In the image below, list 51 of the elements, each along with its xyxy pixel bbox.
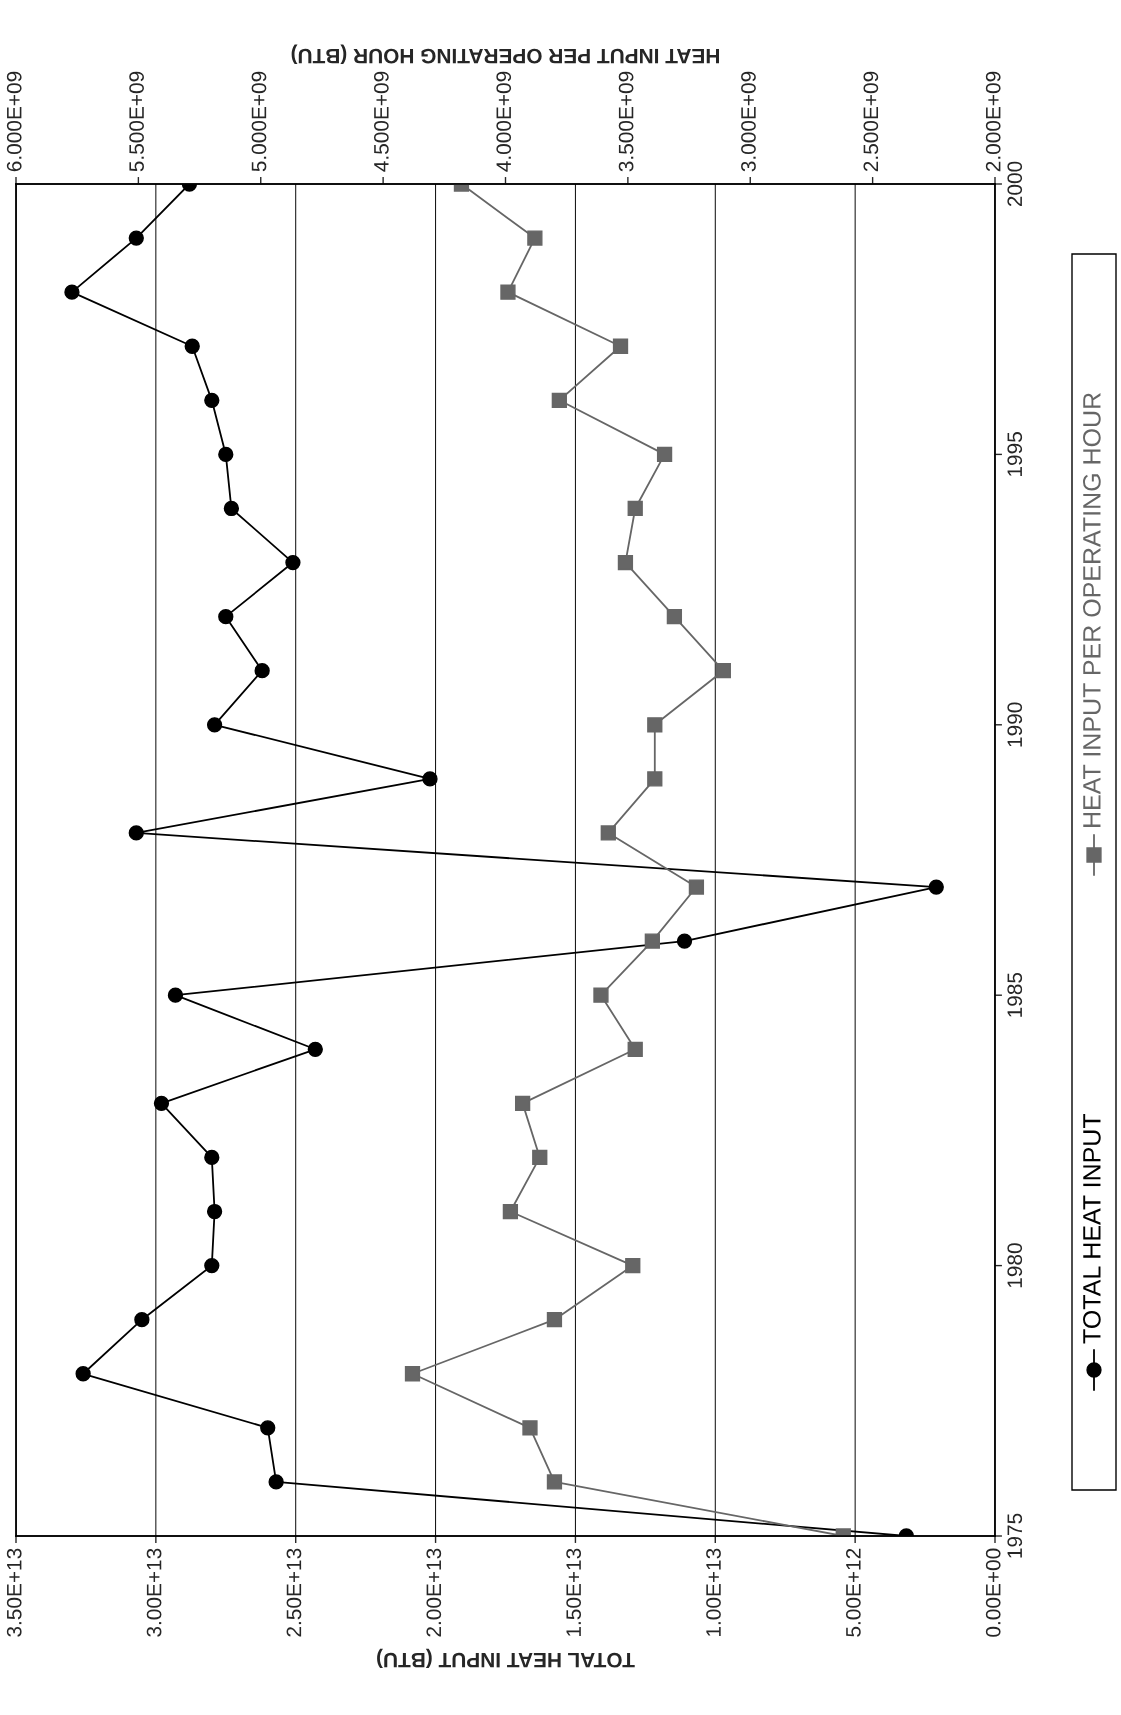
x2-tick-label: 2.000E+09 bbox=[985, 71, 1001, 172]
point bbox=[307, 1041, 323, 1057]
point bbox=[134, 1312, 150, 1328]
point bbox=[206, 717, 223, 733]
x2-tick-label: 4.000E+09 bbox=[496, 71, 512, 172]
x2-tick-label: 3.000E+09 bbox=[741, 71, 756, 172]
point bbox=[928, 879, 944, 895]
point bbox=[204, 392, 220, 408]
point bbox=[422, 771, 438, 787]
point bbox=[75, 1366, 91, 1382]
point bbox=[204, 1257, 220, 1274]
point bbox=[128, 825, 144, 841]
text: HEAT INPUT PER OPERATING HOUR bbox=[1083, 393, 1101, 827]
x-axis-title: TOTAL HEAT INPUT (BTU) bbox=[377, 1648, 635, 1669]
point bbox=[268, 1474, 284, 1490]
point bbox=[128, 230, 144, 246]
point bbox=[676, 933, 693, 949]
point bbox=[167, 987, 184, 1003]
point bbox=[206, 1203, 223, 1220]
point bbox=[204, 1149, 220, 1166]
y-tick-label: 1995 bbox=[1007, 432, 1023, 476]
point bbox=[218, 446, 234, 463]
x2-tick-label: 5.500E+09 bbox=[129, 71, 144, 172]
y-tick-label: 1975 bbox=[1007, 1513, 1023, 1558]
y-tick-label: 1985 bbox=[1007, 972, 1023, 1017]
x2-tick-label: 6.000E+09 bbox=[6, 71, 22, 172]
x2-tick-label: 5.000E+09 bbox=[251, 71, 267, 172]
y-tick-label: 1990 bbox=[1007, 702, 1023, 747]
point bbox=[184, 338, 200, 354]
x-tick-label: 0.00E+00 bbox=[985, 1548, 1001, 1637]
y-tick-label: 2000 bbox=[1007, 161, 1023, 207]
point bbox=[218, 609, 234, 625]
point bbox=[254, 663, 270, 679]
y-tick-label: 1980 bbox=[1007, 1243, 1023, 1288]
point bbox=[285, 554, 301, 571]
x-tick-label: 5.00E+12 bbox=[845, 1548, 861, 1637]
x-tick-label: 3.00E+13 bbox=[146, 1548, 162, 1637]
x-tick-label: 2.00E+13 bbox=[426, 1548, 442, 1637]
x-tick-label: 1.00E+13 bbox=[706, 1548, 721, 1636]
point bbox=[260, 1420, 276, 1436]
x-tick-label: 3.50E+13 bbox=[6, 1548, 22, 1637]
point bbox=[64, 284, 80, 300]
point bbox=[153, 1095, 170, 1111]
text: TOTAL HEAT INPUT bbox=[1083, 1113, 1101, 1344]
x2-tick-label: 4.500E+09 bbox=[373, 71, 389, 172]
x-tick-label: 1.50E+13 bbox=[566, 1548, 582, 1636]
x2-tick-label: 2.500E+09 bbox=[863, 71, 879, 172]
x-tick-label: 2.50E+13 bbox=[286, 1548, 302, 1637]
x2-axis-title: HEAT INPUT PER OPERATING HOUR (BTU) bbox=[291, 44, 720, 65]
point bbox=[223, 500, 240, 517]
x2-tick-label: 3.500E+09 bbox=[618, 71, 634, 172]
